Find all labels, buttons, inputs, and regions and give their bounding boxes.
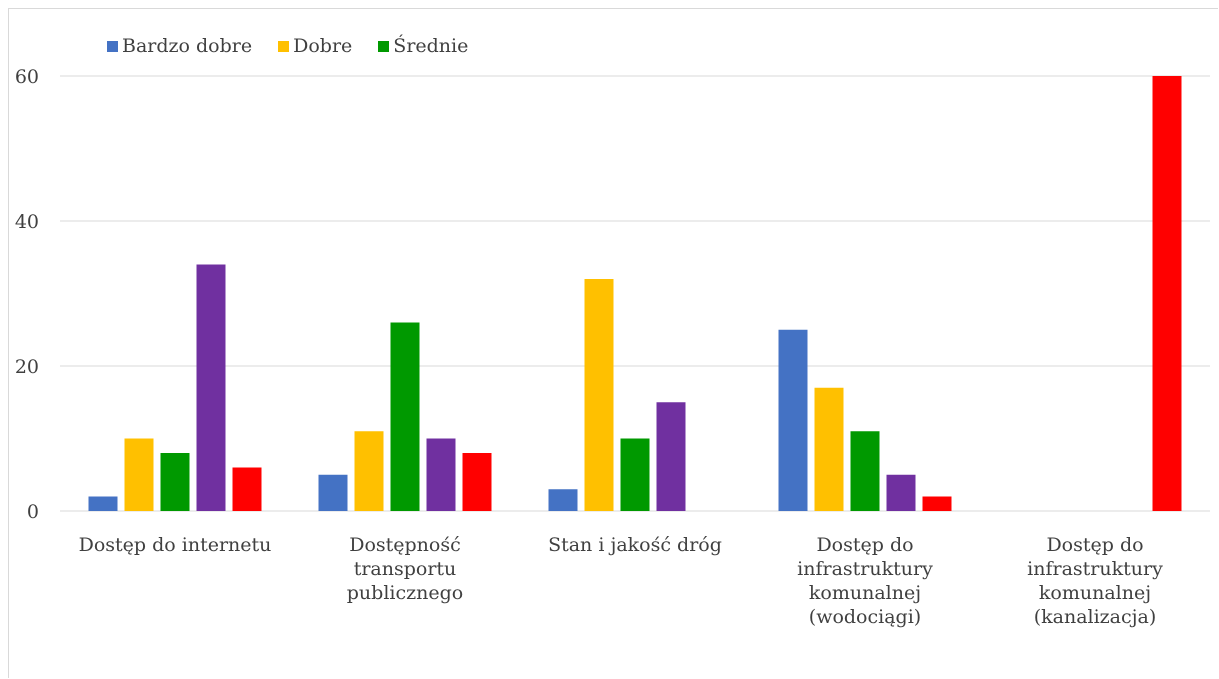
y-tick-label: 60	[15, 66, 39, 88]
y-tick-label: 40	[15, 211, 39, 233]
bar	[620, 438, 650, 511]
bar	[778, 329, 808, 511]
bar	[656, 402, 686, 511]
x-tick-label: Dostęp do internetu	[79, 534, 272, 556]
bar	[922, 496, 952, 511]
bar	[584, 279, 614, 511]
y-tick-label: 20	[15, 356, 39, 378]
legend-label: Średnie	[393, 35, 469, 57]
bar	[850, 431, 880, 511]
x-tick-label: Stan i jakość dróg	[548, 534, 722, 556]
bar	[462, 453, 492, 511]
bar	[232, 467, 262, 511]
bar	[160, 453, 190, 511]
bar	[548, 489, 578, 511]
bar	[88, 496, 118, 511]
bar	[124, 438, 154, 511]
x-tick-label: Dostępność transportu publicznego	[347, 534, 463, 604]
legend-swatch	[378, 40, 390, 52]
legend-item: Średnie	[378, 35, 468, 57]
bar	[196, 264, 226, 511]
legend: Bardzo dobre Dobre Średnie	[107, 32, 468, 60]
bar	[886, 474, 916, 511]
x-tick-label: Dostęp do infrastruktury komunalnej (wodoci…	[797, 534, 933, 628]
legend-label: Bardzo dobre	[122, 35, 253, 57]
legend-swatch	[107, 40, 118, 52]
bar	[814, 387, 844, 511]
bar	[318, 474, 348, 511]
x-tick-label: Dostęp do infrastruktury komunalnej (kanali…	[1027, 534, 1163, 628]
chart-frame	[8, 8, 1218, 678]
bar	[1152, 76, 1182, 511]
bar	[390, 322, 420, 511]
bar	[354, 431, 384, 511]
y-tick-label: 0	[27, 501, 39, 523]
legend-label: Dobre	[293, 35, 353, 57]
legend-item: Dobre	[278, 35, 352, 57]
legend-swatch	[278, 40, 290, 52]
bar	[426, 438, 456, 511]
legend-item: Bardzo dobre	[107, 35, 252, 57]
